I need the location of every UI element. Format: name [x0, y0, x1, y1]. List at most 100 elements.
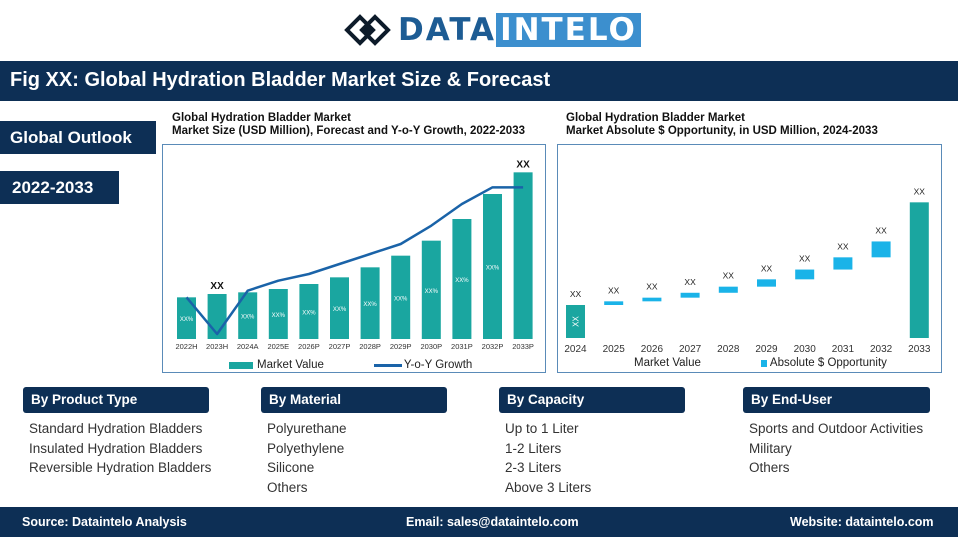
- right-chart-title-line1: Global Hydration Bladder Market: [566, 112, 745, 124]
- x-tick-label: 2026: [641, 344, 664, 355]
- category-list-capacity: Up to 1 Liter 1-2 Liters 2-3 Liters Abov…: [505, 419, 591, 497]
- legend-yoy-swatch: [373, 363, 402, 367]
- bar-absolute-opportunity: [642, 297, 662, 302]
- category-heading-end-user: By End-User: [743, 387, 930, 413]
- footer-website: Website: dataintelo.com: [790, 515, 934, 529]
- x-tick-label: 2028: [717, 344, 740, 355]
- footer-email: Email: sales@dataintelo.com: [406, 515, 579, 529]
- left-chart-title: Global Hydration Bladder Market Market S…: [172, 112, 525, 138]
- footer-source: Source: Dataintelo Analysis: [22, 515, 187, 529]
- category-item: Polyurethane: [267, 421, 347, 436]
- category-heading-material: By Material: [261, 387, 447, 413]
- x-tick-label: 2025E: [267, 342, 289, 351]
- period-tag: 2022-2033: [0, 171, 119, 204]
- bar-market-value: [513, 172, 533, 339]
- legend-market-value-swatch: [229, 361, 253, 369]
- bar-data-label: XX: [761, 263, 773, 273]
- x-tick-label: 2028P: [359, 342, 381, 351]
- category-item: Above 3 Liters: [505, 479, 592, 495]
- bar-growth-label: XX%: [333, 307, 347, 313]
- right-chart-title-line2: Market Absolute $ Opportunity, in USD Mi…: [566, 125, 878, 137]
- bar-growth-label: XX%: [394, 296, 408, 302]
- x-tick-label: 2031: [832, 344, 855, 355]
- logo-diamond-icon: [344, 14, 391, 46]
- bar-market-value: [391, 255, 411, 339]
- bar-absolute-opportunity: [833, 257, 853, 270]
- x-tick-label: 2027P: [329, 342, 351, 351]
- right-legend-opportunity-label: Absolute $ Opportunity: [769, 357, 887, 369]
- category-item: 2-3 Liters: [505, 460, 562, 475]
- category-item: Others: [267, 479, 308, 495]
- bar-growth-label: XX%: [180, 317, 194, 323]
- x-tick-label: 2029: [755, 344, 778, 355]
- category-list-material: Polyurethane Polyethylene Silicone Other…: [267, 419, 347, 497]
- x-tick-label: 2030P: [420, 342, 442, 351]
- category-item: Silicone: [267, 460, 315, 475]
- bar-growth-label: XX%: [241, 315, 255, 321]
- bar-data-label: XX: [837, 241, 849, 251]
- bar-market-value: [268, 289, 288, 339]
- title-bar: Fig XX: Global Hydration Bladder Market …: [0, 61, 958, 101]
- left-chart-title-line2: Market Size (USD Million), Forecast and …: [172, 125, 525, 137]
- right-legend-market-value-label: Market Value: [634, 357, 701, 369]
- right-chart-title: Global Hydration Bladder Market Market A…: [566, 112, 878, 138]
- right-chart-box: XX 2024 XX XX 2025 XX 2026 XX 2027 XX 2028 XX 2029 XX…: [557, 144, 942, 373]
- left-chart-legend: Market Value Y-o-Y Growth: [229, 359, 472, 371]
- x-tick-label: 2032P: [482, 342, 504, 351]
- bar-market-value: [483, 194, 502, 339]
- x-tick-label: 2033: [908, 344, 931, 355]
- x-tick-label: 2032: [870, 344, 893, 355]
- bar-market-value: [299, 284, 319, 339]
- category-heading-capacity: By Capacity: [499, 387, 685, 413]
- bar-absolute-opportunity: [757, 279, 776, 287]
- yoy-growth-line: [185, 186, 524, 336]
- category-item: Reversible Hydration Bladders: [29, 460, 212, 475]
- category-item: Insulated Hydration Bladders: [29, 440, 203, 456]
- legend-yoy-label: Y-o-Y Growth: [403, 359, 473, 371]
- global-outlook-tag: Global Outlook: [0, 121, 156, 154]
- x-tick-label: 2024A: [237, 342, 259, 351]
- bar-data-label: XX: [516, 159, 530, 170]
- bar-market-value: [330, 277, 349, 339]
- category-list-end-user: Sports and Outdoor Activities Military O…: [749, 419, 923, 478]
- right-legend-opportunity-swatch: [760, 359, 767, 367]
- bar-inner-label: XX: [572, 316, 581, 327]
- brand-logo: DATA INTELO: [344, 12, 641, 48]
- category-item: Up to 1 Liter: [505, 421, 579, 436]
- x-tick-label: 2029P: [390, 342, 412, 351]
- bar-market-value: [177, 297, 196, 339]
- x-tick-label: 2023H: [206, 342, 228, 351]
- right-chart-legend: Market Value Absolute $ Opportunity: [634, 357, 887, 369]
- logo-text-data: DATA: [398, 12, 497, 48]
- bar-data-label: XX: [914, 186, 926, 196]
- left-chart-title-line1: Global Hydration Bladder Market: [172, 112, 351, 124]
- legend-market-value-label: Market Value: [257, 359, 324, 371]
- x-tick-label: 2022H: [175, 342, 197, 351]
- footer-bar: Source: Dataintelo Analysis Email: sales…: [0, 507, 958, 537]
- x-tick-label: 2025: [603, 344, 626, 355]
- category-item: Military: [749, 440, 792, 456]
- x-tick-label: 2031P: [451, 342, 473, 351]
- bar-market-value: [452, 219, 472, 339]
- bar-data-label: XX: [570, 289, 582, 299]
- bar-absolute-opportunity: [795, 269, 815, 280]
- logo-text-intelo: INTELO: [496, 13, 641, 47]
- bar-growth-label: XX%: [425, 289, 439, 295]
- bar-data-label: XX: [799, 254, 811, 264]
- category-item: Polyethylene: [267, 440, 345, 456]
- bar-data-label: XX: [684, 277, 696, 287]
- category-item: Sports and Outdoor Activities: [749, 421, 924, 436]
- left-chart-svg: 2022H XX% 2023H XX 2024A XX% 2025E XX% 2026P XX% 2…: [175, 159, 533, 351]
- page-title: Fig XX: Global Hydration Bladder Market …: [10, 69, 551, 91]
- x-tick-label: 2024: [564, 344, 587, 355]
- bar-total-market-value: [909, 202, 929, 338]
- bar-growth-label: XX%: [363, 302, 377, 308]
- bar-data-label: XX: [646, 282, 658, 292]
- bar-absolute-opportunity: [718, 286, 738, 293]
- bar-base-market-value: [566, 305, 585, 338]
- bar-absolute-opportunity: [680, 292, 700, 298]
- bar-absolute-opportunity: [871, 241, 891, 258]
- bar-data-label: XX: [723, 271, 735, 281]
- bar-market-value: [421, 240, 441, 339]
- category-heading-product-type: By Product Type: [23, 387, 209, 413]
